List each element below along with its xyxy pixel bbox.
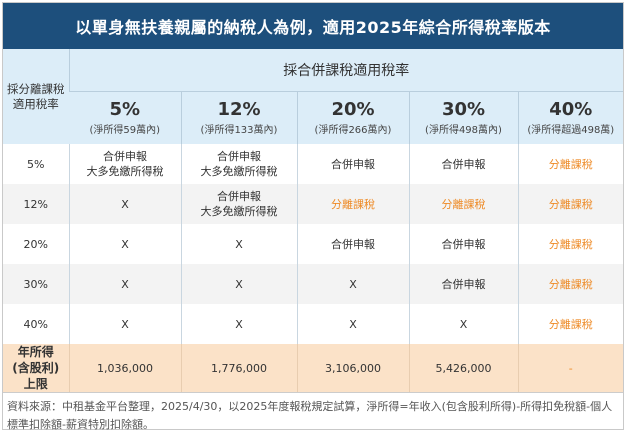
rate-value: 40% xyxy=(549,99,593,121)
table-row: 12% X 合併申報 大多免繳所得稅 分離課稅 分離課稅 分離課稅 xyxy=(3,184,624,224)
table-cell: 分離課稅 xyxy=(408,184,518,224)
rate-note: (淨所得59萬內) xyxy=(89,125,161,137)
table-row: 30% X X X 合併申報 分離課稅 xyxy=(3,264,624,304)
row-label: 12% xyxy=(3,184,69,224)
table-cell: 分離課稅 xyxy=(517,224,624,264)
table-row: 20% X X 合併申報 合併申報 分離課稅 xyxy=(3,224,624,264)
table-cell: X xyxy=(68,224,181,264)
table-cell: 合併申報 xyxy=(408,144,518,184)
side-header: 採分離課稅適用稅率 xyxy=(3,49,69,144)
rate-value: 5% xyxy=(109,99,141,121)
rate-column-header: 5% (淨所得59萬內) xyxy=(69,91,181,144)
table-cell: 合併申報 大多免繳所得稅 xyxy=(68,144,181,184)
rate-note: (淨所得超過498萬) xyxy=(527,125,615,137)
rate-value: 12% xyxy=(217,99,261,121)
income-limit-cell: 5,426,000 xyxy=(408,344,518,392)
table-cell: 合併申報 xyxy=(408,264,518,304)
rate-value: 20% xyxy=(331,99,375,121)
income-limit-cell: 1,776,000 xyxy=(180,344,297,392)
table-cell: X xyxy=(68,184,181,224)
income-limit-cell: - xyxy=(517,344,624,392)
rate-note: (淨所得498萬內) xyxy=(425,125,502,137)
table-cell: X xyxy=(296,264,409,304)
table-cell: 合併申報 xyxy=(296,144,409,184)
table-cell: 合併申報 大多免繳所得稅 xyxy=(180,144,297,184)
table-cell: 合併申報 xyxy=(296,224,409,264)
side-header-label: 採分離課稅適用稅率 xyxy=(7,81,65,111)
table-row: 40% X X X X 分離課稅 xyxy=(3,304,624,344)
rate-note: (淨所得266萬內) xyxy=(314,125,392,137)
income-limit-cell: 1,036,000 xyxy=(68,344,181,392)
table-cell: X xyxy=(408,304,518,344)
table-row: 5% 合併申報 大多免繳所得稅 合併申報 大多免繳所得稅 合併申報 合併申報 分離課稅 xyxy=(3,144,624,184)
table-cell: 分離課稅 xyxy=(517,184,624,224)
table-cell: 分離課稅 xyxy=(517,264,624,304)
rate-column-header: 20% (淨所得266萬內) xyxy=(296,91,409,144)
table-cell: X xyxy=(68,304,181,344)
table-cell: 分離課稅 xyxy=(517,304,624,344)
income-limit-cell: 3,106,000 xyxy=(296,344,409,392)
table-cell: X xyxy=(68,264,181,304)
table-cell: 合併申報 大多免繳所得稅 xyxy=(180,184,297,224)
rate-column-header: 12% (淨所得133萬內) xyxy=(180,91,297,144)
rate-column-header: 40% (淨所得超過498萬) xyxy=(517,91,624,144)
row-label: 40% xyxy=(23,317,48,331)
row-label: 年所得(含股利)上限 xyxy=(3,344,69,392)
table-cell: X xyxy=(180,224,297,264)
table-cell: X xyxy=(180,264,297,304)
table-title: 以單身無扶養親屬的納稅人為例，適用2025年綜合所得稅率版本 xyxy=(3,3,623,49)
table-cell: X xyxy=(180,304,297,344)
table-cell: 分離課稅 xyxy=(517,144,624,184)
group-header: 採合併課稅適用稅率 xyxy=(68,49,624,92)
rate-note: (淨所得133萬內) xyxy=(200,125,278,137)
income-limit-row: 年所得(含股利)上限 1,036,000 1,776,000 3,106,000 5,4… xyxy=(3,344,624,392)
row-label: 30% xyxy=(3,264,69,304)
table-cell: 合併申報 xyxy=(408,224,518,264)
tax-rate-table: 採分離課稅適用稅率 採合併課稅適用稅率 5% (淨所得59萬內) 12% (淨所得13… xyxy=(3,49,624,392)
row-label: 20% xyxy=(23,237,48,251)
rate-column-header: 30% (淨所得498萬內) xyxy=(408,91,518,144)
footnote: 資料來源：中租基金平台整理，2025/4/30，以2025年度報稅規定試算，淨所… xyxy=(3,392,623,434)
rate-value: 30% xyxy=(441,99,486,121)
table-cell: 分離課稅 xyxy=(296,184,409,224)
table-cell: X xyxy=(296,304,409,344)
row-label: 5% xyxy=(27,157,45,171)
